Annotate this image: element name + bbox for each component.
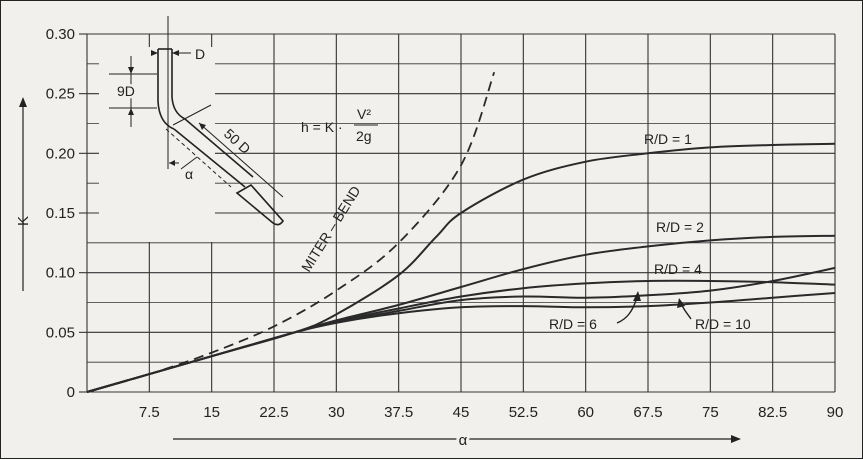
x-tick-label: 60 <box>577 404 594 421</box>
series-lines <box>86 71 836 393</box>
series-label-rd2: R/D = 2 <box>656 219 704 235</box>
y-tick-label: 0.15 <box>46 205 75 222</box>
series-label-rd10: R/D = 10 <box>695 316 751 332</box>
x-tick-label: 15 <box>203 404 220 421</box>
tick-labels: 0 0.05 0.10 0.15 0.20 0.25 0.30 7.5 15 22.5 30 37.5… <box>46 26 844 421</box>
x-tick-label: 45 <box>453 404 470 421</box>
y-tick-label: 0 <box>67 384 75 401</box>
y-tick-label: 0.20 <box>46 145 75 162</box>
x-tick-label: 75 <box>702 404 719 421</box>
x-axis-label: α <box>459 432 468 449</box>
y-tick-label: 0.25 <box>46 86 75 103</box>
x-tick-label: 37.5 <box>384 404 413 421</box>
pipe-bend-diagram: D 9D 50 D α <box>99 16 285 242</box>
leader-rd6 <box>616 291 641 324</box>
series-line-5 <box>86 266 836 393</box>
series-label-rd6: R/D = 6 <box>549 316 597 332</box>
y-tick-label: 0.05 <box>46 324 75 341</box>
svg-text:h = K ·: h = K · <box>301 119 343 135</box>
x-tick-label: 67.5 <box>633 404 662 421</box>
x-tick-label: 90 <box>827 404 844 421</box>
y-axis-label: K <box>15 216 32 226</box>
x-tick-label: 82.5 <box>758 404 787 421</box>
x-tick-label: 22.5 <box>259 404 288 421</box>
svg-text:V²: V² <box>357 106 371 122</box>
svg-text:2g: 2g <box>356 128 372 144</box>
inset-label-d: D <box>195 46 205 62</box>
leader-rd10 <box>677 298 692 320</box>
x-tick-label: 52.5 <box>509 404 538 421</box>
x-tick-label: 30 <box>328 404 345 421</box>
inset-label-50d: 50 D <box>221 125 254 157</box>
y-tick-label: 0.10 <box>46 265 75 282</box>
series-label-rd1: R/D = 1 <box>644 131 692 147</box>
grid <box>79 33 836 393</box>
inset-label-alpha: α <box>185 166 193 182</box>
series-label-rd4: R/D = 4 <box>654 261 702 277</box>
series-label-miter-bend: MITER – BEND <box>298 183 364 275</box>
formula: h = K · V² 2g <box>301 106 378 144</box>
x-tick-label: 7.5 <box>139 404 160 421</box>
y-tick-label: 0.30 <box>46 26 75 43</box>
y-axis-label-group: K <box>15 97 32 291</box>
inset-label-9d: 9D <box>117 83 135 99</box>
x-axis-label-group: α <box>173 429 741 452</box>
series-line-0 <box>86 71 496 393</box>
